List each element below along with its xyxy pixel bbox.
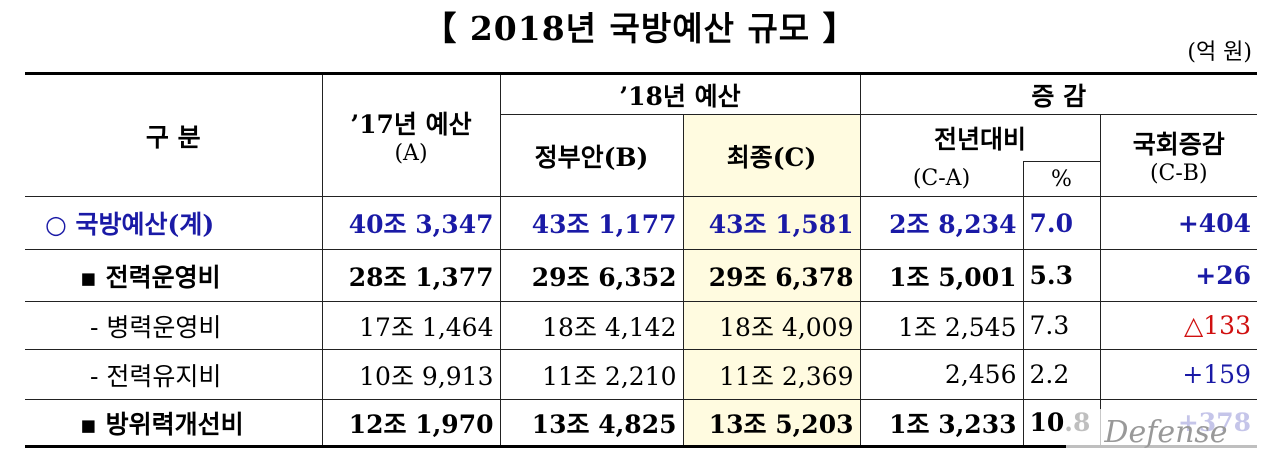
header-cell: ’18년 예산 [499, 73, 861, 115]
cell: 2조 8,234 [859, 196, 1024, 250]
cell: 29조 6,352 [499, 249, 684, 302]
header-cell: (C-A) [860, 161, 1024, 197]
row-label: - 병력운영비 [25, 301, 323, 350]
cell: +26 [1099, 249, 1257, 302]
table-body: ○ 국방예산(계) 40조 3,347 43조 1,177 43조 1,581 2조 8… [25, 196, 1257, 447]
cell: 43조 1,581 [682, 196, 861, 250]
cell: 13조 5,203 [682, 399, 861, 447]
cell: +404 [1099, 196, 1257, 250]
cell: 18조 4,009 [682, 301, 861, 350]
table-row: ○ 국방예산(계) 40조 3,347 43조 1,177 43조 1,581 2조 8… [25, 196, 1257, 250]
cell: 2,456 [859, 349, 1024, 400]
cell: +159 [1099, 349, 1257, 400]
cell: 11조 2,369 [682, 349, 861, 400]
row-label: ▪ 전력운영비 [25, 249, 323, 302]
header-text: ’17년 예산 [350, 110, 472, 139]
header-sub: (C-B) [1149, 161, 1208, 186]
cell: 1조 2,545 [859, 301, 1024, 350]
budget-table: 구 분 ’17년 예산 (A) ’18년 예산 증 감 정부안(B) 최종(C) … [25, 72, 1257, 448]
header-cell: 최종(C) [682, 114, 861, 197]
cell: 18조 4,142 [499, 301, 684, 350]
cell: 5.3 [1022, 249, 1101, 302]
cell: 7.3 [1022, 301, 1101, 350]
unit: (억 원) [1187, 40, 1252, 65]
cell: 10조 9,913 [321, 349, 501, 400]
title: 【 2018년 국방예산 규모 】 [423, 9, 857, 48]
cell: 29조 6,378 [682, 249, 861, 302]
header-cell: ’17년 예산 (A) [321, 73, 501, 197]
cell: 12조 1,970 [321, 399, 501, 447]
cell: 7.0 [1022, 196, 1101, 250]
row-label: ○ 국방예산(계) [25, 196, 323, 250]
header-cell: 증 감 [859, 73, 1257, 115]
header-cell: 구 분 [25, 73, 323, 197]
cell: 28조 1,377 [321, 249, 501, 302]
header-cell: % [1022, 161, 1100, 197]
table-row: ▪ 전력운영비 28조 1,377 29조 6,352 29조 6,378 1조 5,0… [25, 249, 1257, 302]
table-row: - 전력유지비 10조 9,913 11조 2,210 11조 2,369 2,456 2… [25, 349, 1257, 400]
watermark: Defense [1066, 409, 1266, 457]
header-cell: 전년대비 [859, 114, 1101, 162]
cell: 43조 1,177 [499, 196, 684, 250]
cell: 1조 5,001 [859, 249, 1024, 302]
cell: 2.2 [1022, 349, 1101, 400]
cell: 11조 2,210 [499, 349, 684, 400]
header-sub: (A) [394, 141, 428, 166]
cell: 40조 3,347 [321, 196, 501, 250]
table-row: - 병력운영비 17조 1,464 18조 4,142 18조 4,009 1조 2,5… [25, 301, 1257, 350]
row-label: ▪ 방위력개선비 [25, 399, 323, 447]
table-row: ▪ 방위력개선비 12조 1,970 13조 4,825 13조 5,203 1조 3,… [25, 399, 1257, 447]
cell: 17조 1,464 [321, 301, 501, 350]
header-cell: 정부안(B) [500, 114, 684, 197]
cell: △133 [1099, 301, 1257, 350]
row-label: - 전력유지비 [25, 349, 323, 400]
header-text: 국회증감 [1132, 130, 1225, 159]
header-cell: 국회증감 (C-B) [1099, 114, 1257, 197]
cell: 13조 4,825 [499, 399, 684, 447]
cell: 1조 3,233 [859, 399, 1024, 447]
